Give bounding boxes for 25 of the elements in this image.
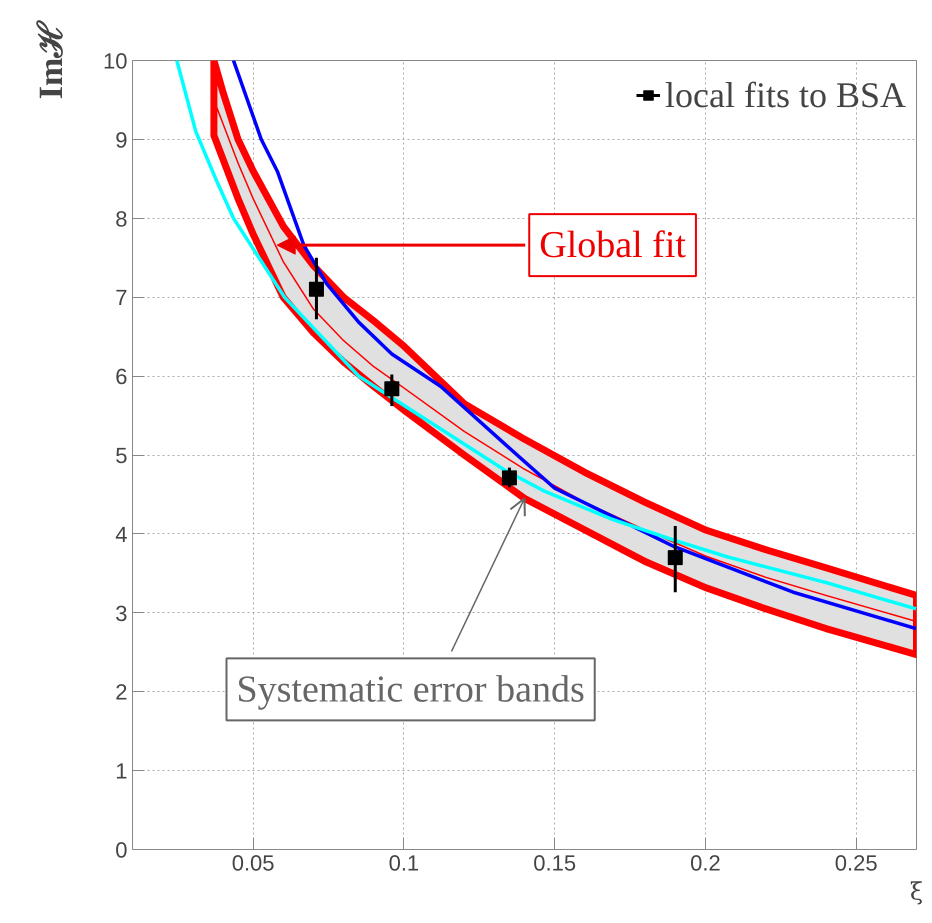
y-tick-label: 6 [115,364,128,390]
y-tick-label: 7 [115,285,128,310]
y-tick-label: 10 [103,48,128,74]
y-tick-label: 1 [115,758,128,784]
point [502,470,517,486]
x-tick-label: 0.15 [533,850,576,876]
x-tick-label: 0.25 [834,850,878,876]
y-tick-label: 4 [115,522,128,547]
annotation: Systematic error bands [236,668,585,710]
legend-label: local fits to BSA [665,74,906,117]
point [308,282,324,297]
point [668,550,683,566]
y-axis-title: Imℋ [33,20,70,100]
y-tick-label: 3 [115,600,128,626]
annotation: Global fit [539,224,686,266]
y-tick-label: 8 [115,206,128,232]
y-tick-label: 9 [115,127,128,152]
point [384,381,400,396]
y-tick-label: 2 [115,680,128,705]
x-axis-title: ξ [910,878,924,906]
x-tick-label: 0.1 [388,850,420,876]
y-tick-label: 5 [115,443,128,468]
y-tick-label: 0 [115,838,128,862]
x-tick-label: 0.2 [690,850,721,876]
x-tick-label: 0.05 [232,850,275,876]
